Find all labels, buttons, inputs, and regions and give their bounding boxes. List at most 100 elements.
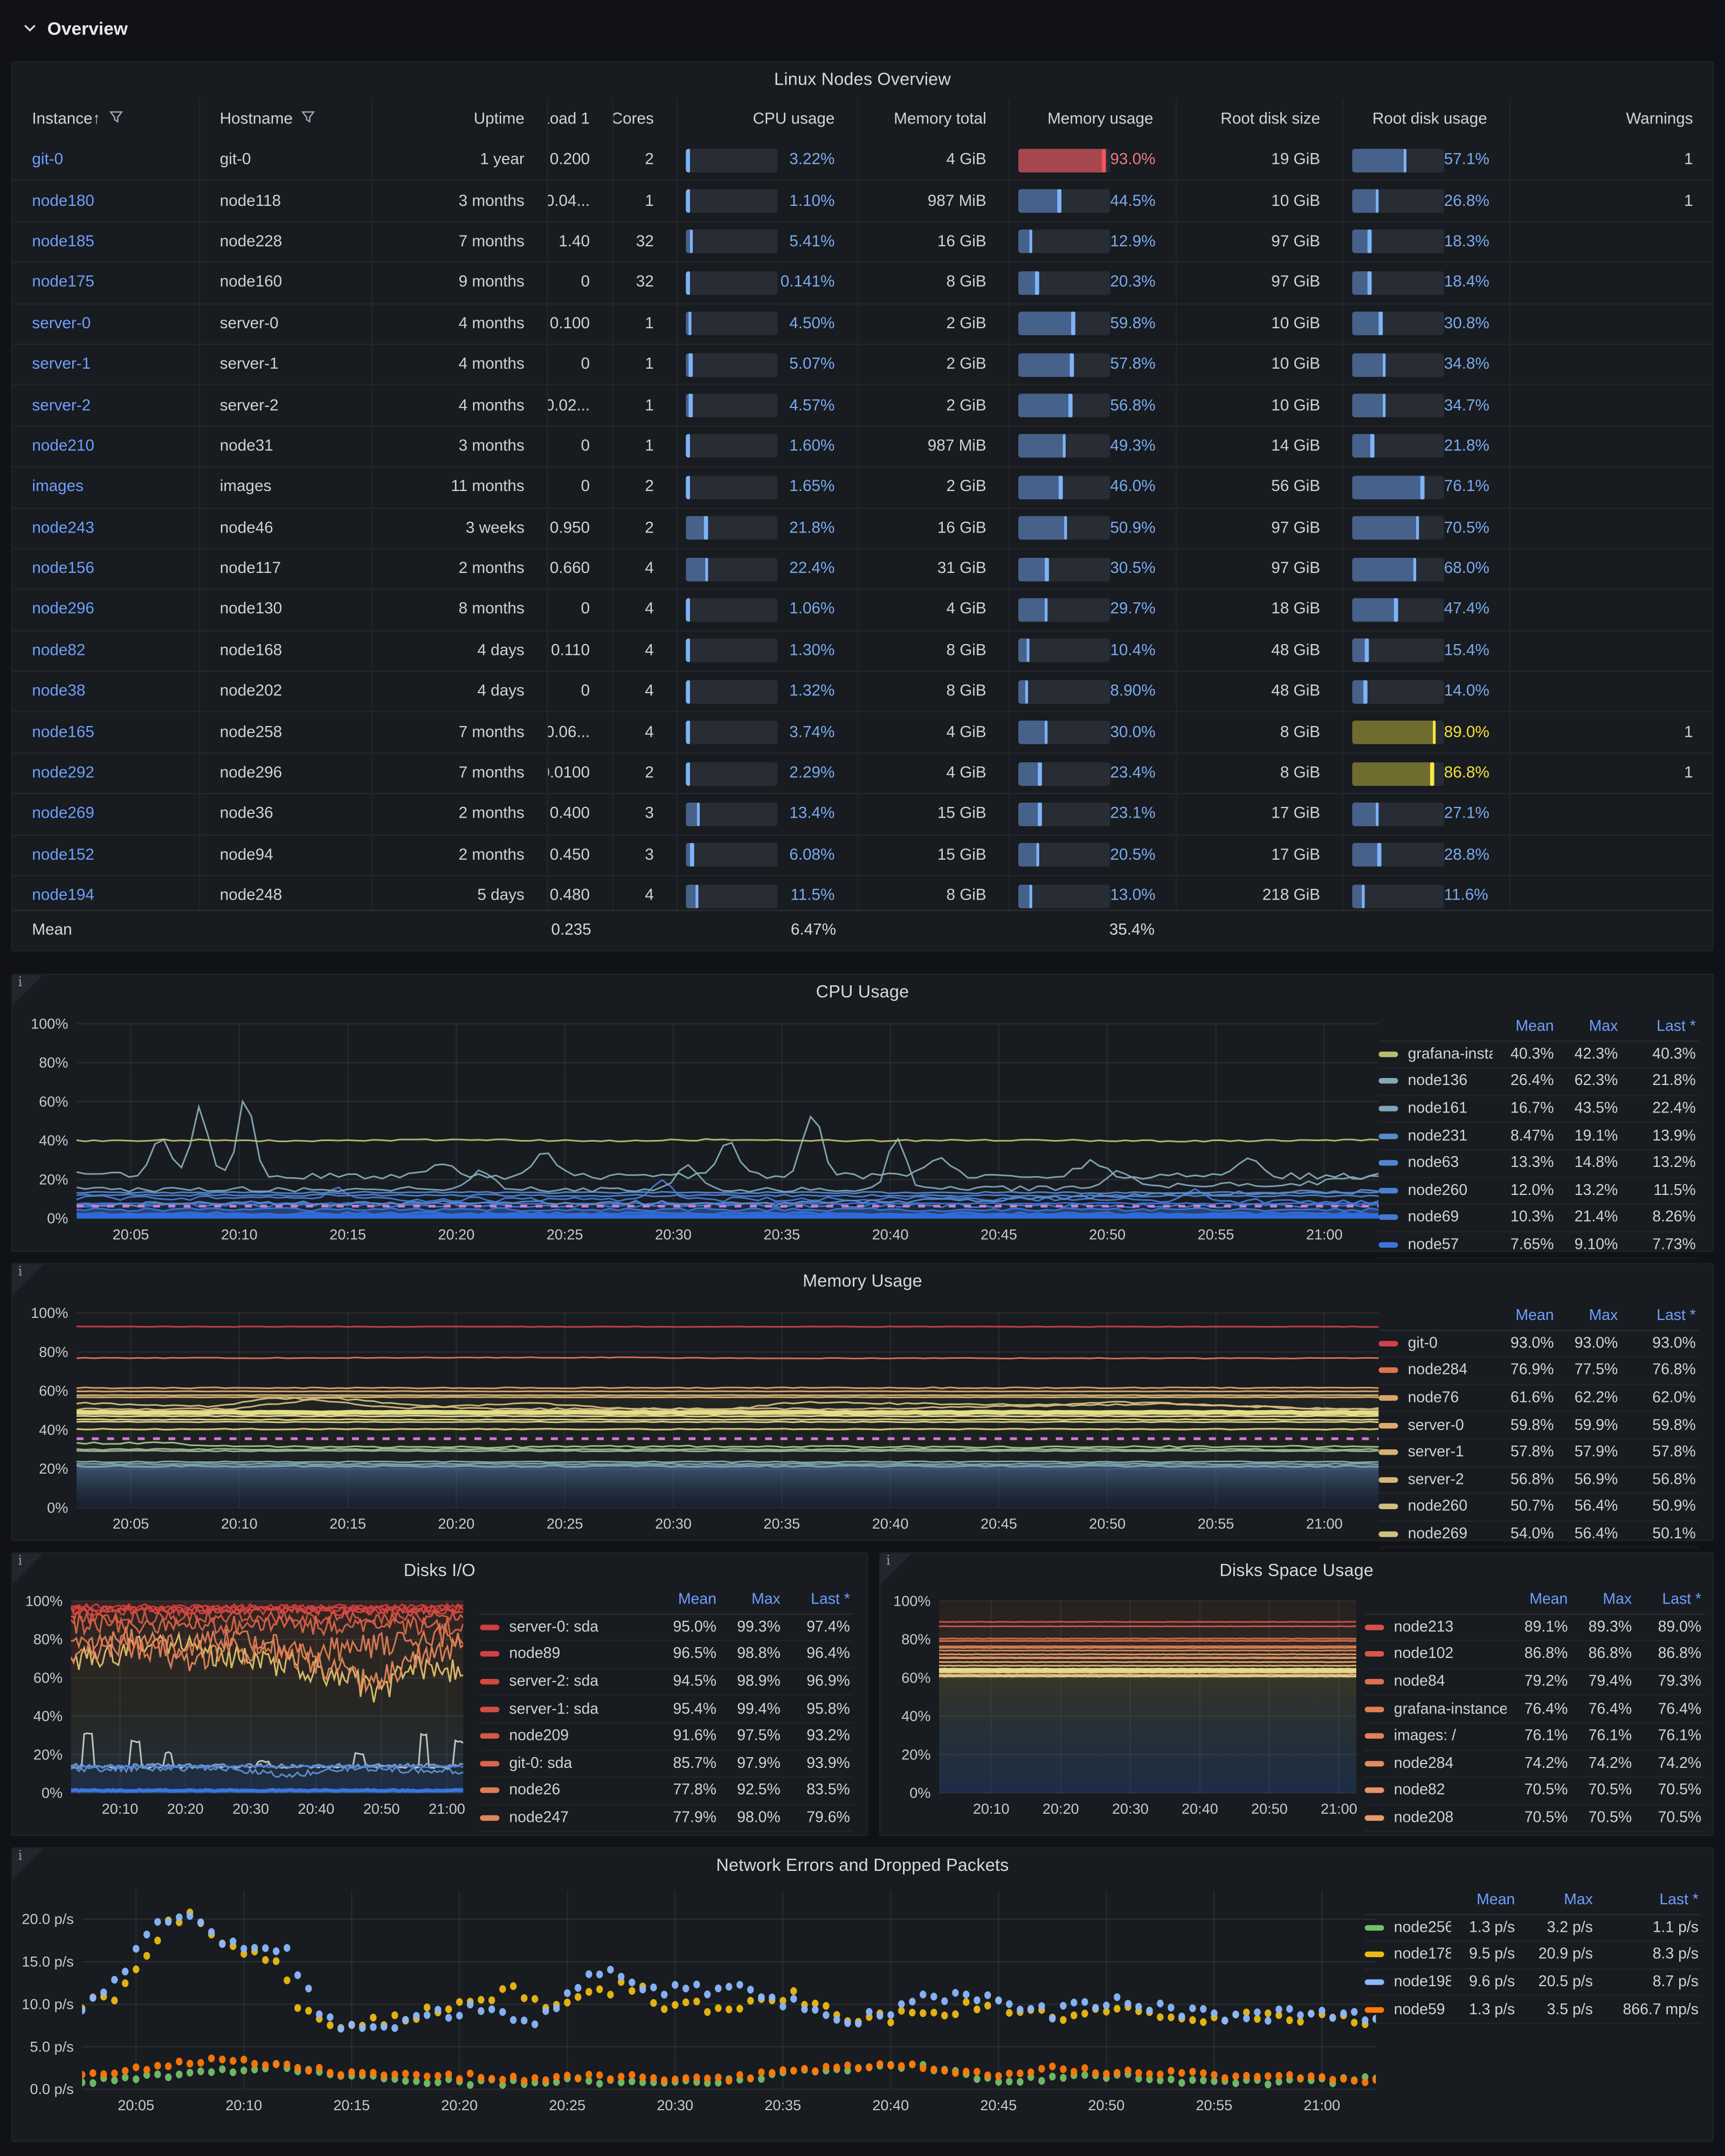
instance-link[interactable]: node82 bbox=[32, 642, 86, 659]
legend-col-mean[interactable]: Mean bbox=[1476, 1892, 1515, 1909]
legend-series-name[interactable]: server-0: sda bbox=[480, 1619, 655, 1636]
filter-icon[interactable] bbox=[100, 110, 124, 129]
bar-cap bbox=[686, 475, 689, 499]
legend-col-mean[interactable]: Mean bbox=[1515, 1308, 1554, 1325]
instance-link[interactable]: node152 bbox=[32, 847, 94, 864]
col-header-memory-usage[interactable]: Memory usage bbox=[1010, 99, 1177, 141]
col-header-instance[interactable]: Instance ↑ bbox=[12, 99, 201, 141]
bar-value: 49.3% bbox=[1110, 438, 1156, 455]
bar-value: 21.8% bbox=[789, 520, 835, 537]
legend-series-name[interactable]: node260 bbox=[1378, 1499, 1493, 1515]
col-header-warnings[interactable]: Warnings bbox=[1511, 99, 1715, 140]
instance-link[interactable]: images bbox=[32, 479, 84, 496]
panel-title[interactable]: Disks Space Usage bbox=[1219, 1560, 1374, 1580]
legend-series-name[interactable]: server-2: sda bbox=[480, 1674, 655, 1690]
instance-link[interactable]: node180 bbox=[32, 192, 94, 210]
legend-series-name[interactable]: node161 bbox=[1378, 1100, 1493, 1117]
col-header-load-1[interactable]: Load 1 bbox=[548, 99, 614, 141]
legend-series-name[interactable]: git-0: sda bbox=[480, 1755, 655, 1772]
col-header-hostname[interactable]: Hostname bbox=[201, 99, 373, 141]
legend-series-name[interactable]: node69 bbox=[1378, 1210, 1493, 1226]
panel-title[interactable]: Disks I/O bbox=[403, 1560, 476, 1580]
instance-link[interactable]: node296 bbox=[32, 602, 94, 619]
legend-series-name[interactable]: node198 bbox=[1364, 1974, 1451, 1991]
col-header-memory-total[interactable]: Memory total bbox=[858, 99, 1010, 141]
col-header-root-disk-size[interactable]: Root disk size bbox=[1177, 99, 1344, 141]
legend-series-name[interactable]: server-0 bbox=[1378, 1417, 1493, 1434]
legend-series-name[interactable]: grafana-instance bbox=[1378, 1046, 1493, 1062]
col-header-uptime[interactable]: Uptime bbox=[373, 99, 548, 141]
instance-link[interactable]: node185 bbox=[32, 233, 94, 251]
legend-series-name[interactable]: node284 bbox=[1364, 1755, 1507, 1772]
legend-col-mean[interactable]: Mean bbox=[1529, 1592, 1568, 1608]
legend-col-last[interactable]: Last * bbox=[1659, 1892, 1699, 1909]
legend-series-name[interactable]: images: / bbox=[1364, 1728, 1507, 1745]
panel-title[interactable]: Memory Usage bbox=[803, 1271, 922, 1291]
legend-series-name[interactable]: node209 bbox=[480, 1728, 655, 1745]
col-header-cores[interactable]: Cores bbox=[613, 99, 678, 141]
time-series-chart[interactable]: 0% 20% 40% 60% 80% 100% 20:10 20:20 20:30 20:40 20… bbox=[12, 1554, 870, 1837]
instance-link[interactable]: node194 bbox=[32, 888, 94, 904]
instance-link[interactable]: node165 bbox=[32, 724, 94, 741]
legend-series-name[interactable]: node76 bbox=[1378, 1390, 1493, 1406]
instance-link[interactable]: node292 bbox=[32, 765, 94, 782]
section-row-overview[interactable]: Overview bbox=[0, 0, 1725, 56]
time-series-chart[interactable]: 0% 20% 40% 60% 80% 100% 20:05 20:10 20:15 20:20 20… bbox=[12, 975, 1715, 1253]
legend-series-name[interactable]: node231 bbox=[1378, 1128, 1493, 1144]
legend-series-name[interactable]: node26 bbox=[480, 1782, 655, 1799]
legend-col-last[interactable]: Last * bbox=[811, 1592, 850, 1608]
legend-series-name[interactable]: node213 bbox=[1364, 1619, 1507, 1636]
instance-link[interactable]: server-0 bbox=[32, 315, 91, 333]
uptime-cell: 7 months bbox=[373, 754, 548, 793]
legend-series-name[interactable]: node284 bbox=[1378, 1363, 1493, 1379]
legend-series-name[interactable]: server-2 bbox=[1378, 1471, 1493, 1488]
legend-col-max[interactable]: Max bbox=[1564, 1892, 1593, 1909]
legend-series-name[interactable]: node84 bbox=[1364, 1674, 1507, 1690]
legend-series-name[interactable]: node102 bbox=[1364, 1646, 1507, 1663]
instance-link[interactable]: node243 bbox=[32, 520, 94, 537]
legend-series-name[interactable]: node260 bbox=[1378, 1182, 1493, 1199]
legend-series-name[interactable]: node59 bbox=[1364, 2001, 1451, 2018]
time-series-chart[interactable]: 0% 20% 40% 60% 80% 100% 20:05 20:10 20:15 20:20 20… bbox=[12, 1264, 1715, 1543]
time-series-chart[interactable]: 0.0 p/s 5.0 p/s 10.0 p/s 15.0 p/s 20.0 p/s 20… bbox=[12, 1849, 1715, 2144]
legend-series-name[interactable]: server-1: sda bbox=[480, 1701, 655, 1717]
legend-series-name[interactable]: server-1 bbox=[1378, 1444, 1493, 1461]
legend-col-last[interactable]: Last * bbox=[1662, 1592, 1702, 1608]
legend-series-name[interactable]: node208 bbox=[1364, 1810, 1507, 1827]
instance-link[interactable]: node156 bbox=[32, 561, 94, 578]
time-series-chart[interactable]: 0% 20% 40% 60% 80% 100% 20:10 20:20 20:30 20:40 20… bbox=[881, 1554, 1715, 1837]
legend-series-name[interactable]: node256 bbox=[1364, 1919, 1451, 1936]
legend-col-max[interactable]: Max bbox=[1589, 1018, 1618, 1035]
legend-series-name[interactable]: grafana-instance: /var bbox=[1364, 1701, 1507, 1717]
instance-link[interactable]: node269 bbox=[32, 806, 94, 823]
legend-series-name[interactable]: git-0 bbox=[1378, 1335, 1493, 1352]
instance-link[interactable]: server-1 bbox=[32, 356, 91, 373]
panel-title[interactable]: Linux Nodes Overview bbox=[774, 70, 951, 89]
legend-series-name[interactable]: node178 bbox=[1364, 1947, 1451, 1964]
legend-series-name[interactable]: node57 bbox=[1378, 1236, 1493, 1253]
panel-title[interactable]: Network Errors and Dropped Packets bbox=[716, 1855, 1009, 1875]
legend-col-last[interactable]: Last * bbox=[1657, 1018, 1696, 1035]
legend-series-name[interactable]: node63 bbox=[1378, 1155, 1493, 1172]
col-header-cpu-usage[interactable]: CPU usage bbox=[678, 99, 859, 141]
instance-link[interactable]: server-2 bbox=[32, 397, 91, 414]
legend-series-name[interactable]: node269 bbox=[1378, 1526, 1493, 1543]
instance-link[interactable]: node175 bbox=[32, 274, 94, 292]
instance-link[interactable]: git-0 bbox=[32, 151, 64, 169]
bar-cap bbox=[1029, 884, 1033, 908]
legend-series-name[interactable]: node82 bbox=[1364, 1782, 1507, 1799]
col-header-root-disk-usage[interactable]: Root disk usage bbox=[1344, 99, 1511, 141]
legend-series-name[interactable]: node136 bbox=[1378, 1073, 1493, 1090]
instance-link[interactable]: node210 bbox=[32, 438, 94, 455]
legend-col-mean[interactable]: Mean bbox=[678, 1592, 717, 1608]
instance-link[interactable]: node38 bbox=[32, 683, 86, 700]
legend-col-max[interactable]: Max bbox=[1589, 1308, 1618, 1325]
legend-col-last[interactable]: Last * bbox=[1657, 1308, 1696, 1325]
legend-series-name[interactable]: node247 bbox=[480, 1810, 655, 1827]
legend-col-max[interactable]: Max bbox=[751, 1592, 781, 1608]
panel-title[interactable]: CPU Usage bbox=[816, 982, 909, 1002]
legend-col-max[interactable]: Max bbox=[1603, 1592, 1632, 1608]
legend-col-mean[interactable]: Mean bbox=[1515, 1018, 1554, 1035]
filter-icon[interactable] bbox=[293, 110, 316, 129]
legend-series-name[interactable]: node89 bbox=[480, 1646, 655, 1663]
